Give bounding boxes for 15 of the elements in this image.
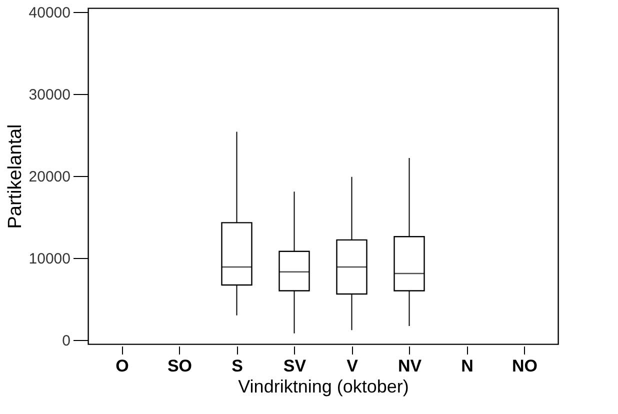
x-axis-title: Vindriktning (oktober) xyxy=(238,376,409,396)
y-tick-label: 30000 xyxy=(28,86,70,104)
y-tick-label: 40000 xyxy=(28,4,70,22)
x-tick-label: SO xyxy=(167,356,192,376)
y-tick-label: 20000 xyxy=(28,168,70,186)
x-tick-label: SV xyxy=(283,356,307,376)
x-tick-label: NV xyxy=(398,356,422,376)
x-tick-label: S xyxy=(232,356,243,376)
y-tick-label: 10000 xyxy=(28,250,70,268)
y-axis-title: Partikelantal xyxy=(4,124,26,229)
x-tick-label: V xyxy=(346,356,359,376)
x-tick-label: O xyxy=(116,356,129,376)
y-tick-label: 0 xyxy=(62,332,70,350)
x-tick-label: NO xyxy=(512,356,538,376)
x-tick-label: N xyxy=(461,356,474,376)
